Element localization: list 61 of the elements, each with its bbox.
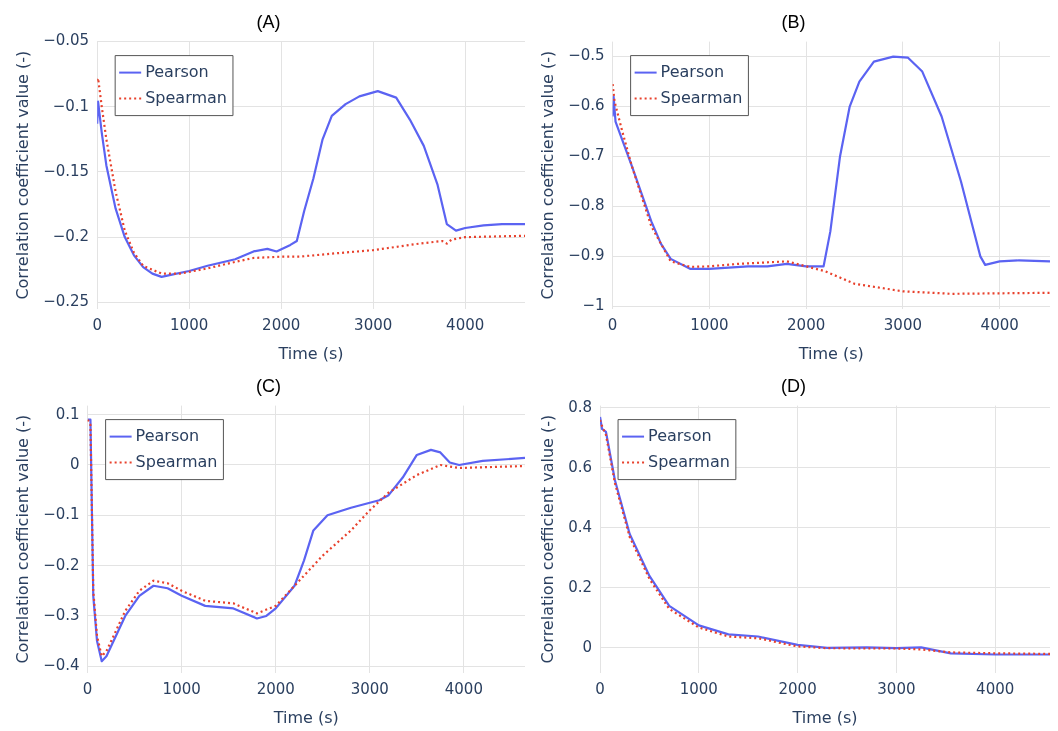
x-tick-label: 1000 xyxy=(679,679,718,698)
legend-label: Spearman xyxy=(135,451,218,471)
y-tick-label: −0.1 xyxy=(43,505,80,524)
x-tick-label: 1000 xyxy=(690,315,729,334)
y-tick-label: 0 xyxy=(70,454,80,473)
y-tick-label: −0.6 xyxy=(568,96,605,115)
x-tick-label: 4000 xyxy=(976,679,1015,698)
chart-title: (A) xyxy=(256,11,281,32)
y-tick-label: −0.7 xyxy=(568,146,605,165)
y-axis-title: Correlation coefficient value (-) xyxy=(537,50,557,300)
x-tick-label: 4000 xyxy=(446,315,485,334)
legend-label: Spearman xyxy=(648,451,730,471)
y-tick-label: −0.15 xyxy=(43,161,90,180)
y-tick-label: −0.4 xyxy=(43,656,80,675)
legend-label: Spearman xyxy=(660,87,743,107)
y-tick-label: −0.2 xyxy=(52,227,90,245)
y-tick-label: −0.05 xyxy=(43,31,90,50)
x-tick-label: 2000 xyxy=(256,679,295,698)
y-tick-label: −0.3 xyxy=(43,605,80,624)
y-tick-label: −0.8 xyxy=(568,196,605,215)
legend-label: Pearson xyxy=(145,61,209,81)
y-tick-label: 0.2 xyxy=(568,577,593,596)
x-tick-label: 1000 xyxy=(162,679,201,698)
legend-label: Pearson xyxy=(660,61,725,81)
x-axis-title: Time (s) xyxy=(791,707,858,727)
y-tick-label: 0.4 xyxy=(568,517,593,536)
y-axis-title: Correlation coefficient value (-) xyxy=(12,50,32,300)
x-tick-label: 4000 xyxy=(980,315,1019,334)
x-tick-label: 2000 xyxy=(787,315,826,334)
x-tick-label: 3000 xyxy=(354,315,393,334)
x-tick-label: 2000 xyxy=(262,315,301,334)
legend-label: Pearson xyxy=(135,425,200,445)
chart-title: (D) xyxy=(781,375,806,396)
chart-title: (C) xyxy=(256,375,281,396)
x-axis-title: Time (s) xyxy=(277,343,344,363)
x-tick-label: 4000 xyxy=(444,679,483,698)
y-tick-label: −0.9 xyxy=(568,246,605,265)
y-axis-title: Correlation coefficient value (-) xyxy=(12,414,32,664)
x-tick-label: 3000 xyxy=(877,679,916,698)
y-tick-label: −0.25 xyxy=(43,292,90,311)
y-tick-label: −1 xyxy=(582,296,605,315)
y-tick-label: −0.1 xyxy=(52,96,90,115)
x-tick-label: 0 xyxy=(92,315,102,334)
x-tick-label: 1000 xyxy=(170,315,209,334)
legend-label: Spearman xyxy=(145,87,227,107)
y-tick-label: −0.5 xyxy=(568,46,605,65)
line-series xyxy=(612,82,1050,295)
x-tick-label: 2000 xyxy=(778,679,817,698)
x-tick-label: 3000 xyxy=(883,315,923,334)
legend-label: Pearson xyxy=(648,425,712,445)
x-tick-label: 0 xyxy=(607,315,618,334)
y-tick-label: 0.1 xyxy=(55,404,80,423)
y-tick-label: −0.2 xyxy=(43,555,80,574)
y-tick-label: 0 xyxy=(582,637,593,656)
y-tick-label: 0.6 xyxy=(568,457,593,476)
chart-title: (B) xyxy=(781,11,806,32)
y-axis-title: Correlation coefficient value (-) xyxy=(537,414,557,664)
x-axis-title: Time (s) xyxy=(272,707,339,727)
x-axis-title: Time (s) xyxy=(797,343,864,363)
y-tick-label: 0.8 xyxy=(568,397,593,416)
x-tick-label: 3000 xyxy=(350,679,389,698)
